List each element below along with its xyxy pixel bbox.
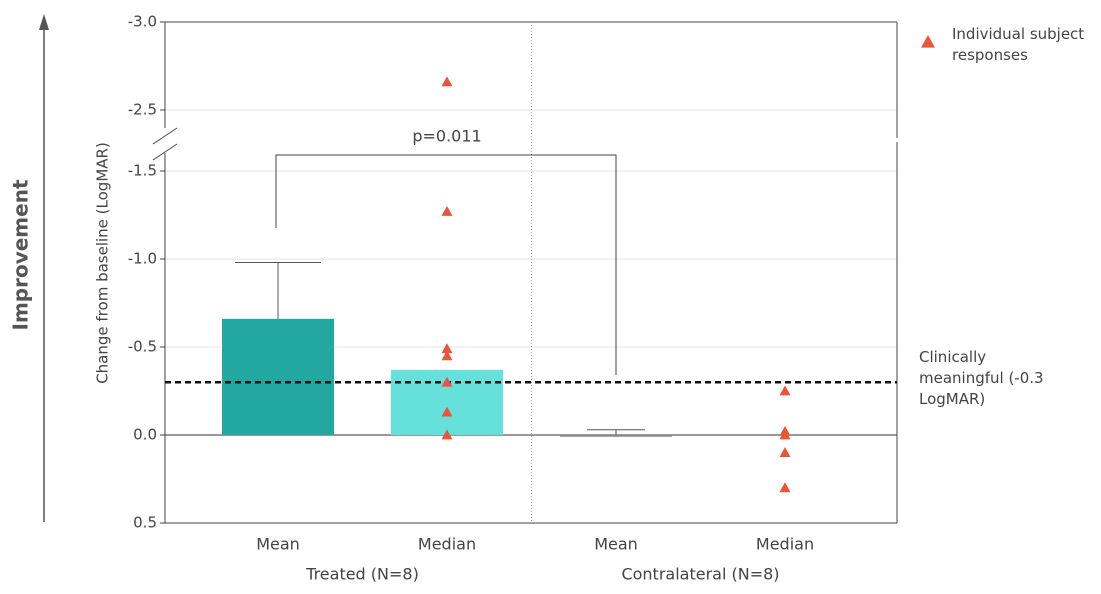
- y-tick-label: -0.5: [128, 338, 157, 356]
- y-tick-label: 0.0: [133, 426, 157, 444]
- group-label: Treated (N=8): [305, 565, 419, 584]
- y-tick-label: -1.0: [128, 250, 157, 268]
- x-tick-label: Median: [756, 535, 814, 554]
- significance-bracket: [275, 154, 617, 375]
- break-mark: [152, 127, 178, 145]
- y-axis-label: Change from baseline (LogMAR): [94, 142, 112, 384]
- side-label: Improvement: [9, 179, 33, 330]
- x-tick-label: Mean: [256, 535, 300, 554]
- subject-point: [441, 406, 453, 417]
- x-tick-label: Median: [418, 535, 476, 554]
- subject-point: [441, 343, 453, 354]
- bar: [560, 435, 672, 437]
- y-tick-label: -3.0: [128, 13, 157, 31]
- subject-point: [441, 376, 453, 387]
- x-tick-label: Mean: [594, 535, 638, 554]
- legend-label: Individual subject responses: [952, 25, 1085, 64]
- reference-label: Clinically meaningful (-0.3 LogMAR): [919, 348, 1044, 408]
- significance-label: p=0.011: [412, 127, 481, 146]
- subject-point: [779, 429, 791, 440]
- subject-point: [779, 482, 791, 493]
- subject-point: [441, 76, 453, 87]
- y-tick-label: -1.5: [128, 162, 157, 180]
- y-tick-label: 0.5: [133, 514, 157, 532]
- subject-point: [779, 385, 791, 396]
- group-label: Contralateral (N=8): [621, 565, 779, 584]
- arrow-head: [39, 14, 49, 30]
- bar: [222, 318, 334, 435]
- y-tick-label: -2.5: [128, 101, 157, 119]
- legend-marker: [921, 35, 935, 48]
- break-mark: [152, 143, 178, 161]
- subject-point: [441, 429, 453, 440]
- subject-point: [441, 205, 453, 216]
- subject-point: [441, 350, 453, 361]
- subject-point: [779, 447, 791, 457]
